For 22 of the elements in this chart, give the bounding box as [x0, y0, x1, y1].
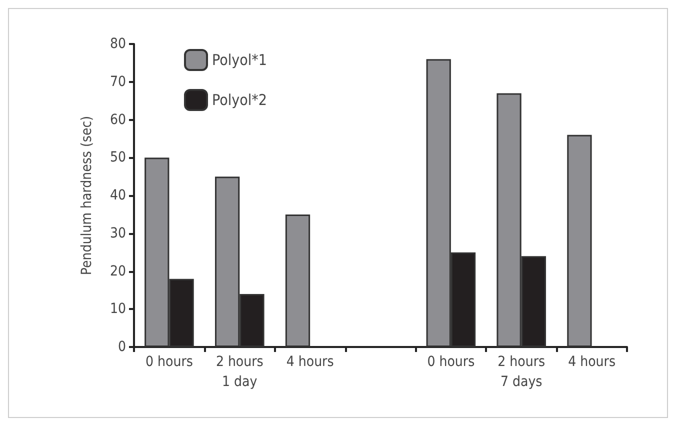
x-tick-label: 0 hours — [146, 354, 193, 370]
legend-label: Polyol*2 — [212, 91, 267, 109]
y-tick-label: 50 — [110, 150, 126, 166]
bar — [285, 214, 310, 347]
x-tick-label: 2 hours — [498, 354, 546, 370]
x-tick-label: 2 hours — [216, 354, 264, 370]
x-tick-label: 0 hours — [427, 354, 475, 370]
x-tick-label: 4 hours — [568, 354, 616, 370]
y-tick-label: 20 — [110, 263, 126, 280]
y-tick-label: 60 — [110, 112, 126, 128]
y-tick-label: 0 — [118, 339, 126, 355]
legend-label: Polyol*1 — [212, 51, 267, 69]
y-tick-label: 80 — [110, 36, 126, 52]
y-tick-label: 70 — [110, 74, 126, 90]
text: 7 days — [500, 374, 542, 390]
y-tick-label: 30 — [110, 225, 126, 242]
y-axis-title: Pendulum hardness (sec) — [79, 116, 95, 276]
y-tick-label: 40 — [110, 188, 126, 204]
bar — [567, 134, 592, 347]
y-tick-label: 10 — [110, 301, 126, 318]
text: 1 day — [222, 374, 258, 390]
x-tick-label: 4 hours — [286, 354, 334, 370]
